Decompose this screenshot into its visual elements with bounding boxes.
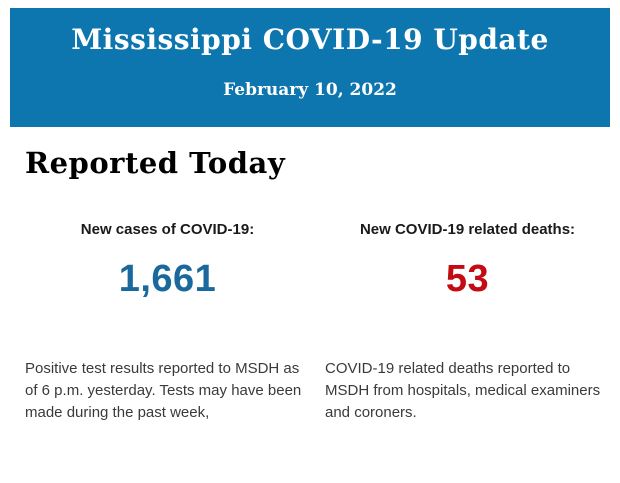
stats-grid: New cases of COVID-19: 1,661 Positive te…	[25, 180, 600, 424]
new-deaths-value: 53	[445, 258, 490, 300]
new-cases-label: New cases of COVID-19:	[80, 221, 255, 238]
new-deaths-column: New COVID-19 related deaths: 53 COVID-19…	[325, 180, 610, 424]
section-title: Reported Today	[25, 146, 286, 180]
new-cases-value: 1,661	[118, 258, 217, 300]
new-deaths-description: COVID-19 related deaths reported to MSDH…	[325, 360, 601, 421]
report-date: February 10, 2022	[223, 80, 397, 100]
new-cases-column: New cases of COVID-19: 1,661 Positive te…	[25, 180, 310, 424]
new-cases-description: Positive test results reported to MSDH a…	[25, 360, 302, 421]
new-deaths-label: New COVID-19 related deaths:	[359, 221, 576, 238]
bulletin-page: Mississippi COVID-19 Update February 10,…	[0, 8, 620, 483]
page-title: Mississippi COVID-19 Update	[71, 23, 549, 56]
header-banner: Mississippi COVID-19 Update February 10,…	[10, 8, 610, 127]
